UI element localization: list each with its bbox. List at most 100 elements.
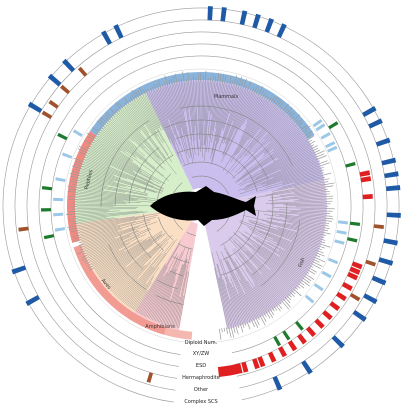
branch-arc — [252, 203, 288, 276]
histogram-bar — [104, 116, 110, 123]
branch — [86, 235, 131, 254]
branch — [233, 101, 269, 157]
branch — [111, 120, 134, 142]
mark-esd — [349, 221, 361, 227]
histogram-bar — [123, 105, 126, 108]
branch-arc — [220, 207, 246, 246]
histogram-bar — [78, 145, 90, 152]
branch — [204, 82, 209, 146]
branch — [256, 236, 310, 267]
branch — [125, 267, 155, 305]
branch — [229, 236, 287, 296]
branch — [103, 234, 166, 284]
mark-hermaphrodite — [349, 266, 361, 275]
histogram-bar — [152, 86, 155, 92]
histogram-bar — [114, 110, 119, 114]
branch-arc — [260, 220, 301, 287]
branch — [170, 85, 182, 129]
histogram-bar — [322, 178, 330, 181]
mark-esd — [41, 185, 53, 191]
histogram-bar — [71, 222, 79, 225]
branch — [279, 209, 325, 212]
branch — [263, 128, 298, 157]
guide-ring-0 — [50, 55, 352, 355]
branch — [109, 122, 138, 149]
histogram-bar — [317, 247, 323, 251]
branch — [211, 252, 230, 327]
branch — [256, 225, 318, 249]
branch — [136, 100, 163, 144]
histogram-bar — [223, 327, 226, 332]
branch — [105, 127, 156, 169]
histogram-bar — [275, 99, 283, 108]
branch — [84, 238, 115, 250]
histogram-bar — [163, 82, 166, 88]
branch — [185, 82, 190, 110]
branch — [270, 191, 325, 199]
histogram-bar — [170, 78, 173, 86]
branch — [83, 167, 163, 194]
branch — [278, 229, 320, 243]
histogram-bar — [321, 172, 332, 176]
histogram-bar — [271, 307, 275, 312]
histogram-bar — [297, 283, 305, 289]
branch — [250, 222, 319, 246]
branch — [115, 265, 145, 296]
histogram-bar — [221, 328, 223, 333]
mark-esd — [57, 132, 68, 141]
branch-arc — [177, 243, 194, 250]
histogram-bar — [80, 246, 84, 248]
branch — [220, 259, 245, 323]
branch — [83, 226, 140, 246]
branch — [294, 193, 325, 197]
branch — [121, 110, 164, 162]
histogram-bar — [324, 195, 334, 198]
branch — [186, 82, 196, 155]
branch — [242, 261, 276, 306]
mark-esd — [294, 320, 304, 331]
branch — [105, 251, 147, 286]
mark-hermaphrodite — [252, 358, 260, 370]
mark-hermaphrodite — [297, 333, 307, 345]
branch — [120, 111, 166, 165]
histogram-bar — [322, 231, 331, 235]
branch — [85, 230, 139, 252]
histogram-bar — [259, 89, 265, 98]
branch — [152, 91, 176, 145]
histogram-bar — [297, 126, 302, 130]
branch — [85, 161, 164, 192]
branch — [245, 269, 273, 308]
branch — [265, 260, 296, 287]
branch — [273, 207, 325, 209]
histogram-bar — [293, 288, 302, 297]
histogram-bar — [84, 259, 90, 263]
histogram-bar — [317, 160, 328, 165]
branch — [169, 259, 188, 327]
histogram-bar — [68, 188, 79, 191]
branch-arc — [144, 154, 174, 193]
branch — [119, 279, 138, 300]
branch — [77, 211, 139, 217]
clade-label-mammals: Mammals — [214, 94, 239, 100]
histogram-bar — [219, 73, 222, 84]
histogram-bar — [323, 182, 335, 186]
branch — [94, 142, 142, 171]
branch — [117, 113, 161, 162]
branch — [77, 208, 137, 211]
branch — [219, 87, 240, 150]
histogram-bar — [77, 148, 89, 154]
histogram-bar — [324, 215, 333, 217]
branch — [232, 249, 274, 307]
branch — [77, 197, 124, 202]
track-label-complex: Complex SCS — [184, 399, 217, 405]
branch — [95, 240, 147, 272]
histogram-bar — [305, 271, 310, 274]
histogram-bar — [279, 301, 282, 305]
branch — [211, 82, 216, 114]
branch — [231, 123, 294, 179]
mark-complex — [264, 18, 274, 33]
branch — [266, 222, 322, 237]
branch — [244, 231, 308, 270]
branch — [261, 143, 309, 172]
branch — [157, 273, 177, 323]
